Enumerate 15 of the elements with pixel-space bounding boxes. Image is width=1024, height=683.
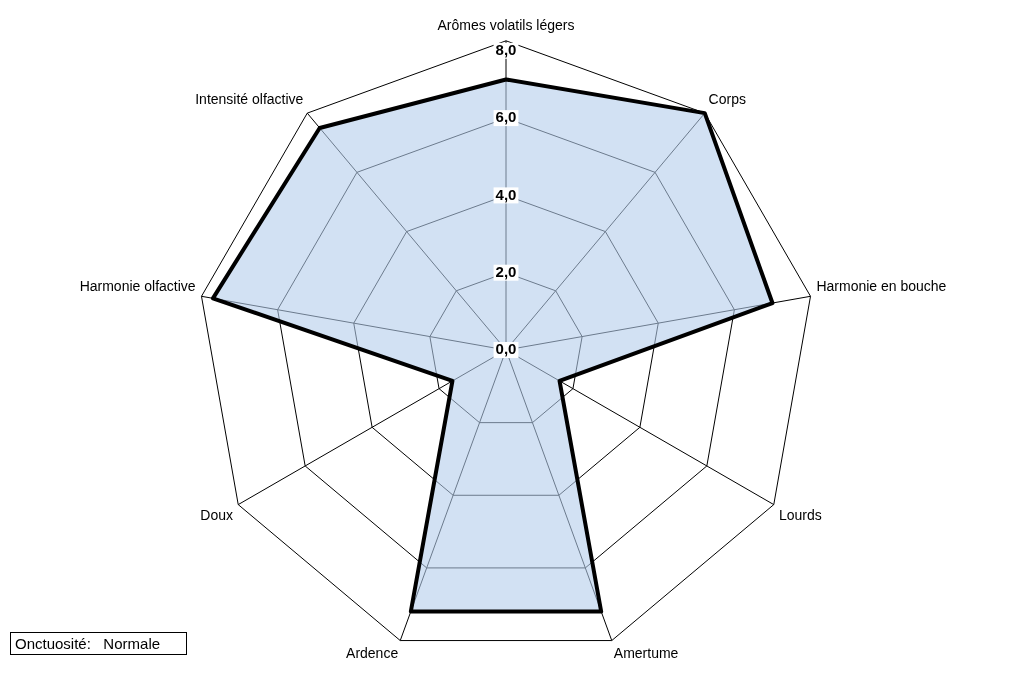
spoke-label: Harmonie en bouche: [816, 277, 947, 294]
spoke-label: Harmonie olfactive: [79, 277, 196, 294]
spoke-label: Lourds: [778, 506, 822, 523]
y-tick-label: 0,0: [495, 340, 517, 358]
spoke-label: Doux: [200, 506, 234, 523]
y-tick-label: 6,0: [495, 108, 517, 126]
text: Onctuosité: Normale: [10, 632, 188, 655]
spoke-label: Arômes volatils légers: [437, 17, 575, 34]
spoke-label: Amertume: [613, 645, 679, 662]
spoke-label: Ardence: [346, 645, 399, 662]
y-tick-label: 4,0: [495, 185, 517, 203]
spoke-label: Intensité olfactive: [195, 91, 304, 107]
spoke-label: Corps: [708, 91, 746, 107]
y-tick-label: 8,0: [495, 40, 517, 58]
y-tick-label: 2,0: [495, 262, 517, 280]
